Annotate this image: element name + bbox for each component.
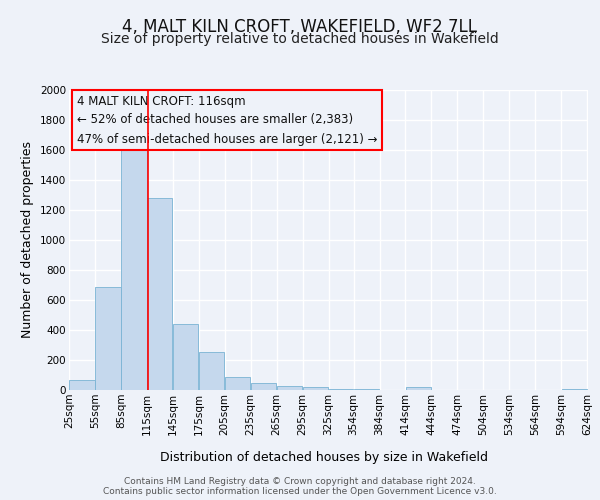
Text: 4, MALT KILN CROFT, WAKEFIELD, WF2 7LL: 4, MALT KILN CROFT, WAKEFIELD, WF2 7LL	[122, 18, 478, 36]
Bar	[277, 386, 302, 390]
Y-axis label: Number of detached properties: Number of detached properties	[22, 142, 34, 338]
Bar	[225, 376, 250, 390]
Bar	[562, 389, 587, 390]
Bar	[121, 144, 146, 390]
Bar	[354, 389, 379, 390]
Bar	[95, 286, 121, 390]
Bar	[329, 389, 353, 390]
Text: Size of property relative to detached houses in Wakefield: Size of property relative to detached ho…	[101, 32, 499, 46]
Bar	[173, 324, 199, 390]
Text: Contains HM Land Registry data © Crown copyright and database right 2024.: Contains HM Land Registry data © Crown c…	[124, 476, 476, 486]
Text: Distribution of detached houses by size in Wakefield: Distribution of detached houses by size …	[160, 451, 488, 464]
Bar	[199, 352, 224, 390]
Bar	[406, 388, 431, 390]
Bar	[70, 380, 95, 390]
Bar	[251, 382, 276, 390]
Bar	[147, 198, 172, 390]
Bar	[303, 387, 328, 390]
Text: 4 MALT KILN CROFT: 116sqm
← 52% of detached houses are smaller (2,383)
47% of se: 4 MALT KILN CROFT: 116sqm ← 52% of detac…	[77, 94, 377, 146]
Text: Contains public sector information licensed under the Open Government Licence v3: Contains public sector information licen…	[103, 486, 497, 496]
